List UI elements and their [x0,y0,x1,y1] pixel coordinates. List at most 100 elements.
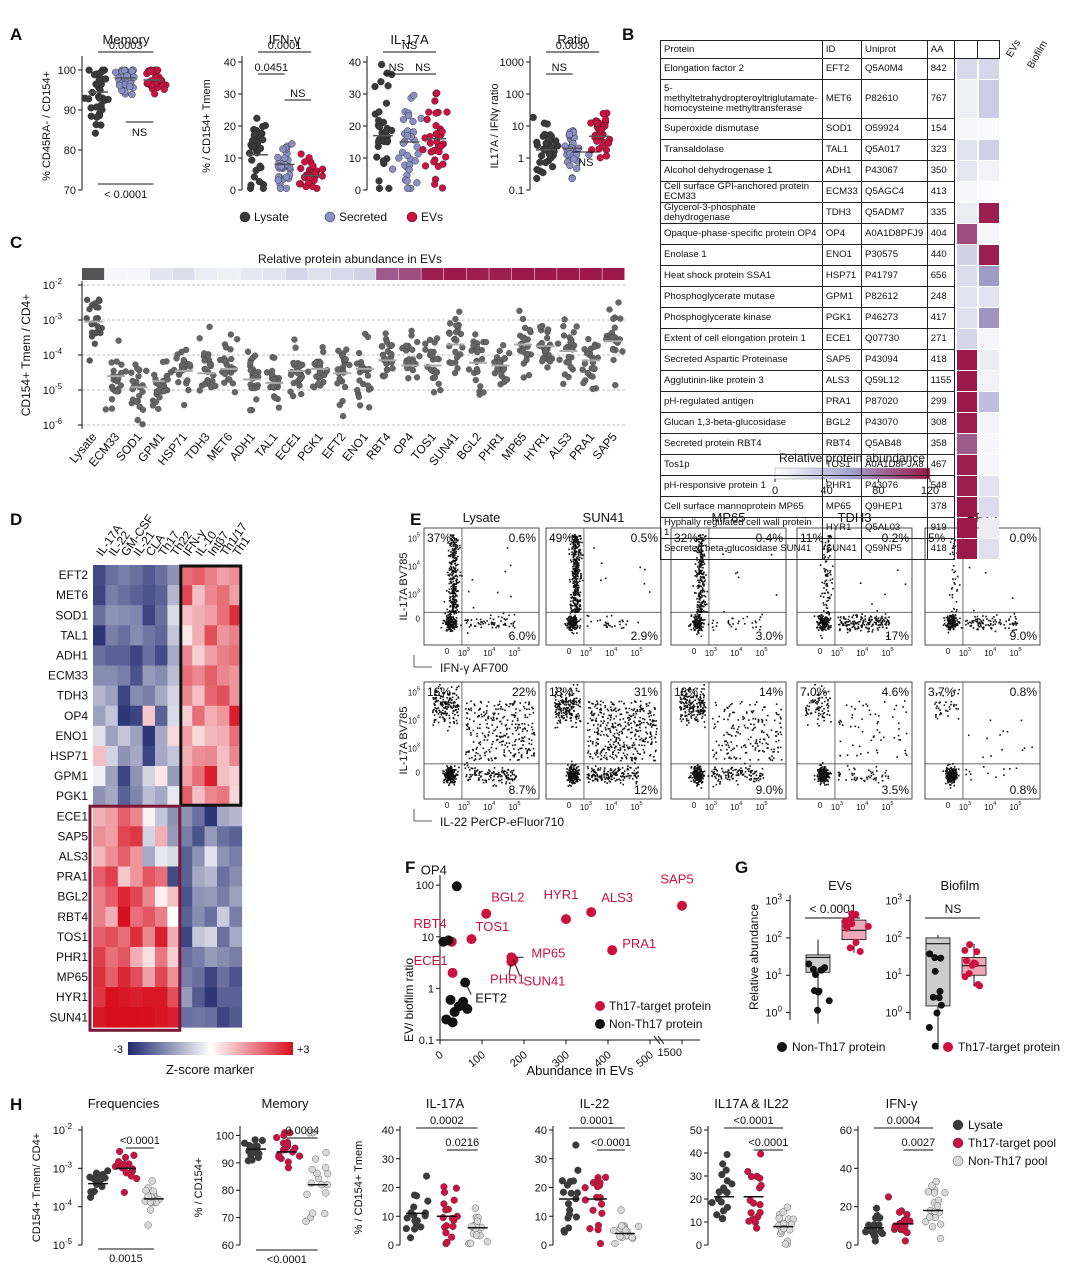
flow-dot-E [457,605,459,607]
flow-dot-E [566,625,568,627]
legend-label-A: Lysate [254,210,289,224]
flow-dot-E [978,621,980,624]
flow-dot-E [957,624,959,627]
flow-dot-E [488,748,491,751]
data-point-A1 [279,145,287,153]
flow-dot-E [569,621,572,624]
flow-dot-E [452,770,455,773]
flow-dot-E [475,751,477,754]
flow-dot-E [612,725,614,728]
flow-dot-E [580,554,582,556]
flow-dot-E [698,594,700,597]
flow-dot-E [466,717,468,719]
flow-dot-E [866,627,869,630]
flow-dot-E [700,585,703,588]
flow-dot-E [450,582,453,584]
data-point-C [567,363,574,371]
flow-dot-E [570,716,573,719]
flow-dot-E [453,598,455,601]
flow-dot-E [454,585,456,588]
flow-dot-E [446,626,449,628]
flow-dot-E [454,555,456,557]
stat-label-A2: NS [389,62,404,74]
flow-dot-E [978,625,980,628]
flow-dot-E [502,623,505,626]
flow-dot-E [607,624,610,626]
flow-dot-E [700,570,703,572]
flow-dot-E [449,619,452,621]
flow-dot-E [445,623,447,625]
heat-cell-D [229,625,243,646]
heat-cell-D [167,585,181,606]
flow-dot-E [698,567,700,570]
heat-cell-D [130,605,143,626]
tick-label-E: 0 [445,801,450,810]
flow-dot-E [557,700,560,703]
flow-dot-E [951,596,954,599]
flow-dot-E [697,621,699,623]
flow-dot-E [514,740,516,743]
flow-dot-E [828,626,831,629]
data-point-C [221,379,228,386]
flow-dot-E [518,733,520,736]
flow-dot-E [626,736,628,739]
flow-dot-E [474,771,477,774]
flow-dot-E [1009,615,1012,618]
flow-dot-E [555,703,557,705]
heat-cell-D [229,565,243,586]
heat-cell-D [155,665,168,686]
flow-dot-E [447,619,450,622]
flow-dot-E [559,707,561,710]
flow-dot-E [574,587,577,589]
flow-dot-E [864,615,867,617]
flow-dot-E [453,783,456,786]
flow-dot-E [698,624,701,627]
flow-dot-E [498,703,501,706]
flow-dot-E [986,618,988,620]
flow-dot-E [827,597,830,599]
flow-dot-E [634,747,636,750]
flow-dot-E [433,708,435,711]
flow-dot-E [465,775,468,778]
flow-dot-E [441,709,444,712]
heat-cell-D [229,806,243,827]
data-point-C [244,348,252,355]
data-point-C [610,315,617,323]
flow-dot-E [454,705,457,707]
flow-dot-E [648,715,650,718]
flow-dot-E [565,719,568,721]
row-label-D: TAL1 [60,628,88,642]
ylabel-C: CD154+ Tmem / CD4+ [19,294,33,417]
flow-dot-E [759,616,762,618]
data-point-C [95,296,103,303]
flow-dot-E [454,545,457,548]
flow-dot-E [479,743,482,746]
flow-dot-E [1013,629,1015,631]
flow-dot-E [450,562,452,565]
flow-dot-E [566,617,568,620]
flow-dot-E [849,630,851,632]
tick-label-A3: 0.1 [509,185,524,197]
flow-dot-E [699,608,702,610]
flow-dot-E [560,710,562,712]
flow-dot-E [479,727,481,729]
flow-dot-E [953,625,956,628]
flow-dot-E [828,612,830,615]
flow-dot-E [824,574,827,576]
flow-dot-E [474,625,476,627]
flow-dot-E [485,750,488,753]
flow-dot-E [951,620,954,622]
heat-cell-D [142,806,156,827]
flow-dot-E [628,746,631,749]
flow-dot-E [947,620,950,623]
flow-dot-E [455,581,458,584]
flow-dot-E [577,545,579,548]
flow-dot-E [577,581,579,583]
flow-dot-E [620,700,623,703]
flow-dot-E [531,732,533,735]
flow-dot-E [448,699,451,701]
flow-dot-E [699,624,701,626]
colorbar-max-D: +3 [297,1044,310,1056]
flow-dot-E [599,619,602,621]
flow-dot-E [496,625,499,627]
